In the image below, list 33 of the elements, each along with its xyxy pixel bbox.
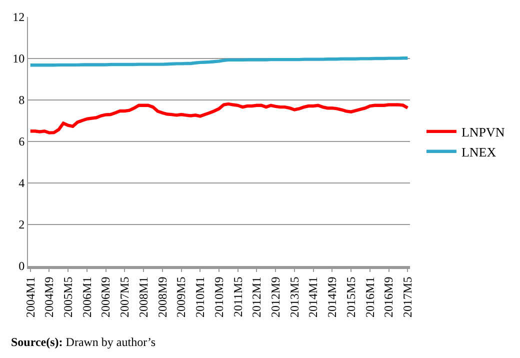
x-tick-label: 2004M1 xyxy=(23,276,38,318)
x-tick-label: 2012M9 xyxy=(268,276,282,318)
x-tick-label: 2017M5 xyxy=(400,276,415,318)
x-tick-label: 2007M5 xyxy=(118,276,132,318)
x-tick-label: 2006M1 xyxy=(80,276,94,318)
x-tick-label: 2016M1 xyxy=(362,276,377,318)
y-tick-label: 10 xyxy=(12,52,25,66)
x-tick-label: 2008M9 xyxy=(155,276,170,318)
y-tick-label: 4 xyxy=(18,176,25,190)
y-tick-label: 12 xyxy=(12,10,25,24)
x-tick-label: 2014M1 xyxy=(306,276,320,318)
legend-label: LNPVN xyxy=(461,124,506,140)
line-series xyxy=(28,102,410,134)
y-tick-label: 0 xyxy=(18,259,25,274)
legend-label: LNEX xyxy=(461,144,497,160)
x-tick-label: 2016M9 xyxy=(382,276,396,318)
x-tick-label: 2011M5 xyxy=(230,276,245,318)
line-series xyxy=(28,56,410,67)
x-tick-label: 2012M1 xyxy=(250,276,264,318)
x-tick-label: 2015M5 xyxy=(344,276,358,318)
x-tick-label: 2010M1 xyxy=(193,276,208,318)
x-tick-label: 2004M9 xyxy=(42,276,56,318)
y-tick-label: 8 xyxy=(18,93,25,108)
x-tick-label: 2014M9 xyxy=(325,276,340,318)
x-tick-label: 2013M5 xyxy=(287,276,302,318)
x-tick-label: 2005M5 xyxy=(60,276,75,318)
x-tick-label: 2006M9 xyxy=(98,276,113,318)
y-tick-label: 6 xyxy=(18,134,25,149)
x-tick-label: 2009M5 xyxy=(174,276,188,318)
y-tick-label: 2 xyxy=(18,218,25,232)
x-tick-label: 2010M9 xyxy=(212,276,226,318)
source-note: Source(s): Drawn by author’s xyxy=(11,335,156,349)
x-tick-label: 2008M1 xyxy=(136,276,150,318)
